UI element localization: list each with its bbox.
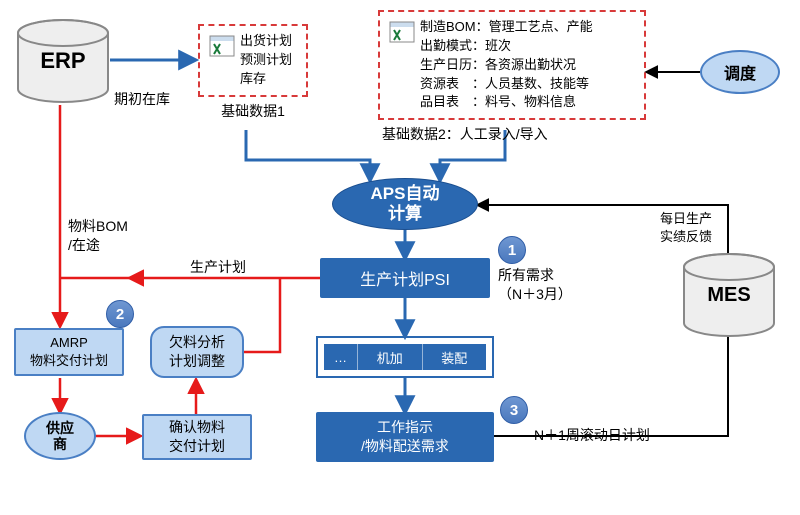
dispatch-node: 调度: [700, 50, 780, 94]
aps-l2: 计算: [371, 204, 440, 224]
amrp-node: AMRP 物料交付计划: [14, 328, 124, 376]
shortage-node: 欠料分析 计划调整: [150, 326, 244, 378]
excel-icon: [388, 18, 416, 46]
confirm-node: 确认物料 交付计划: [142, 414, 252, 460]
annot-mes: 每日生产 实绩反馈: [660, 210, 790, 245]
base2-row: 品目表 ：料号、物料信息: [420, 93, 593, 112]
base-data-2: 制造BOM：管理工艺点、产能出勤模式：班次生产日历：各资源出勤状况资源表 ：人员…: [378, 10, 646, 144]
aps-node: APS自动 计算: [332, 178, 478, 230]
annot-erp-down: 物料BOM /在途: [68, 198, 128, 255]
annot-n1: 所有需求 （N＋3月）: [498, 266, 572, 304]
annot-n3: N＋1周滚动日计划: [534, 426, 650, 445]
annot-erp-right: 期初在库: [114, 90, 170, 109]
shortage-l2: 计划调整: [169, 352, 225, 371]
supplier-l2: 商: [46, 436, 74, 452]
base2-row: 生产日历：各资源出勤状况: [420, 56, 593, 75]
base1-line: 预测计划: [240, 51, 292, 70]
tab-item: 装配: [423, 344, 487, 370]
confirm-l2: 交付计划: [169, 437, 225, 456]
supplier-node: 供应 商: [24, 412, 96, 460]
base2-row: 出勤模式：班次: [420, 37, 593, 56]
mes-cylinder: MES: [682, 252, 776, 338]
shortage-l1: 欠料分析: [169, 333, 225, 352]
base-data-1: 出货计划 预测计划 库存 基础数据1: [198, 24, 308, 121]
tabs-panel: …机加装配: [316, 336, 494, 378]
base2-row: 制造BOM：管理工艺点、产能: [420, 18, 593, 37]
tab-item: …: [324, 344, 358, 370]
dispatch-label: 调度: [724, 60, 756, 84]
psi-node: 生产计划PSI: [320, 258, 490, 298]
base2-row: 资源表 ：人员基数、技能等: [420, 75, 593, 94]
badge-1: 1: [498, 236, 526, 264]
amrp-l1: AMRP: [30, 334, 108, 352]
base1-line: 出货计划: [240, 32, 292, 51]
work-l1: 工作指示: [361, 418, 449, 437]
base1-line: 库存: [240, 70, 292, 89]
psi-label: 生产计划PSI: [360, 266, 450, 290]
excel-icon: [208, 32, 236, 60]
badge-3: 3: [500, 396, 528, 424]
supplier-l1: 供应: [46, 420, 74, 436]
aps-l1: APS自动: [371, 184, 440, 204]
confirm-l1: 确认物料: [169, 418, 225, 437]
work-l2: /物料配送需求: [361, 437, 449, 456]
annot-psi-left: 生产计划: [190, 258, 246, 277]
badge-2: 2: [106, 300, 134, 328]
base2-caption: 基础数据2：人工录入/导入: [378, 124, 646, 144]
amrp-l2: 物料交付计划: [30, 352, 108, 370]
base1-caption: 基础数据1: [198, 101, 308, 121]
work-node: 工作指示 /物料配送需求: [316, 412, 494, 462]
tab-item: 机加: [358, 344, 423, 370]
erp-label: ERP: [40, 48, 85, 74]
erp-cylinder: ERP: [16, 18, 110, 104]
mes-label: MES: [707, 284, 750, 307]
